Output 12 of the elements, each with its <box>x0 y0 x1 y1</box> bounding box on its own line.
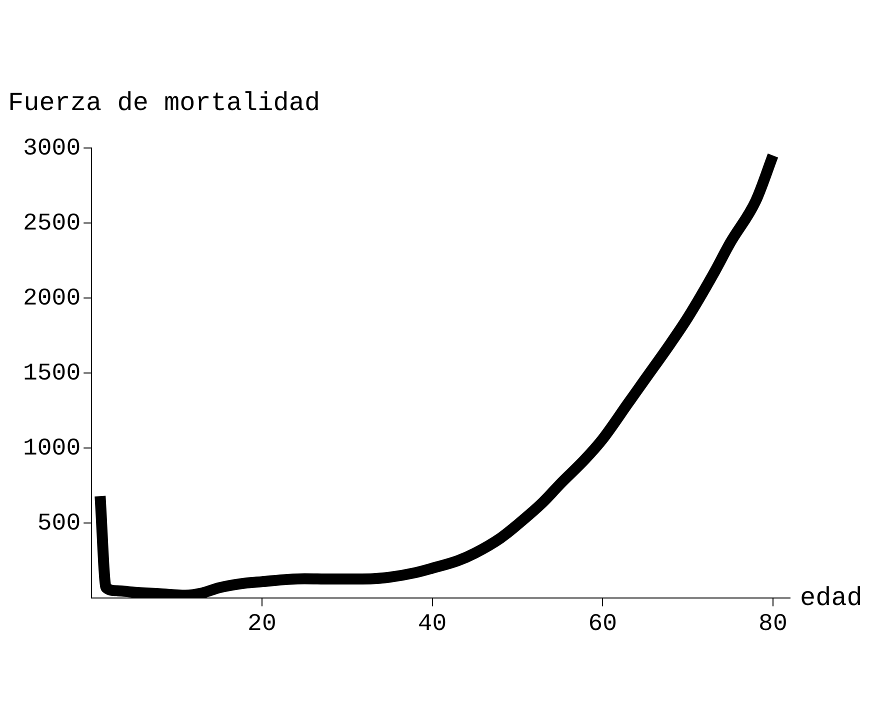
y-tick-label: 3000 <box>23 135 81 162</box>
x-tick-label: 20 <box>248 610 276 638</box>
y-tick-label: 2000 <box>23 285 81 312</box>
x-tick-label: 40 <box>418 610 447 638</box>
y-tick-label: 1500 <box>23 360 81 388</box>
x-axis-title: edad <box>800 583 862 613</box>
y-tick-label: 500 <box>37 510 81 538</box>
y-axis-title: Fuerza de mortalidad <box>8 88 320 118</box>
x-tick-label: 60 <box>588 610 618 638</box>
y-tick-label: 1000 <box>23 435 81 462</box>
x-tick-label: 80 <box>758 610 788 638</box>
y-tick-label: 2500 <box>23 210 81 238</box>
